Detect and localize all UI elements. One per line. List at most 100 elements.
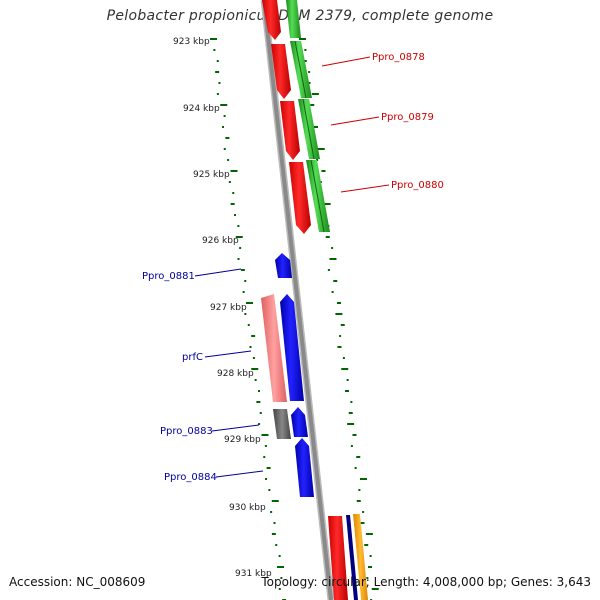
gene-label-ppro-0880[interactable]: Ppro_0880 [391,180,444,191]
gc-dot [360,478,367,480]
reverse-gene-track [261,294,291,439]
gene-block[interactable] [280,101,300,160]
gene-block[interactable] [271,44,291,99]
gene-block[interactable] [353,514,368,600]
gene-label-prfc[interactable]: prfC [182,352,203,363]
gc-dot [327,269,330,271]
gene-block[interactable] [275,253,292,278]
gc-dot [237,225,240,227]
gc-dot [249,346,252,348]
gc-dot [244,313,247,315]
gc-dot [270,511,273,513]
gc-dot [213,49,216,51]
gene-block[interactable] [273,409,291,439]
gc-dot [310,104,315,106]
gc-dot [230,203,235,205]
gc-dot [331,247,334,249]
gc-dot [273,522,276,524]
gc-dot [220,104,228,106]
gc-dot [223,148,226,150]
gc-dot [356,500,361,502]
gene-block[interactable] [280,294,304,401]
gc-dot [277,566,284,568]
gc-dot [275,544,278,546]
gc-dot [360,522,365,524]
gc-dot [335,313,343,315]
gc-dot [268,489,271,491]
gc-dot [366,577,369,579]
gc-dot [271,500,279,502]
gc-dot [333,280,338,282]
gc-dot [347,423,355,425]
gc-dot [223,115,226,117]
gc-dot [371,588,379,590]
gc-track-left [210,38,287,600]
gc-dot [356,456,361,458]
gc-dot [299,38,306,40]
gc-dot [331,291,334,293]
gene-divider [310,159,325,233]
tick-label: 928 kbp [217,369,254,379]
leader-lines [194,56,390,478]
gc-dot [280,577,283,579]
gc-dot [216,60,219,62]
gc-dot [228,181,231,183]
gc-dot [364,544,369,546]
gc-dot [352,434,357,436]
gc-dot [362,511,365,513]
gene-block[interactable] [350,515,361,600]
gc-dot [215,71,220,73]
gc-dot [264,445,267,447]
gene-block[interactable] [289,162,311,234]
gene-labels: Ppro_0878 Ppro_0879 Ppro_0880 Ppro_0881 … [142,52,444,483]
gc-dot [365,533,373,535]
tick-label: 929 kbp [224,435,261,445]
gene-label-ppro-0884[interactable]: Ppro_0884 [164,472,217,483]
topology-text: Topology: circular; Length: 4,008,000 bp… [261,575,591,589]
tick-label: 926 kbp [202,236,239,246]
gc-dot [368,566,372,568]
gc-dot [256,401,261,403]
gc-dot [246,302,253,304]
tick-label: 925 kbp [193,170,230,180]
gc-dot [345,390,349,392]
ticks: 923 kbp 924 kbp 925 kbp 926 kbp 927 kbp … [173,37,272,579]
gc-dot [321,170,326,172]
gc-dot [342,357,345,359]
forward-cds-track [262,0,348,600]
gc-dot [240,269,245,271]
gc-dot [263,456,266,458]
gc-dot [340,324,345,326]
gc-dot [304,49,307,51]
gc-dot [247,324,250,326]
gc-dot [329,258,337,260]
gene-block[interactable] [286,0,301,38]
gene-divider [294,40,307,99]
gc-dot [266,467,271,469]
gene-label-ppro-0881[interactable]: Ppro_0881 [142,271,195,282]
gene-block[interactable] [261,294,287,402]
gc-dot [369,555,372,557]
gc-dot [216,93,219,95]
gene-label-ppro-0883[interactable]: Ppro_0883 [160,426,213,437]
gene-label-ppro-0878[interactable]: Ppro_0878 [372,52,425,63]
gc-dot [337,346,342,348]
gc-dot [218,82,221,84]
gene-block[interactable] [295,438,314,497]
gc-dot [278,588,281,590]
tick-label: 930 kbp [229,503,266,513]
gc-dot [252,357,255,359]
gc-dot [339,335,342,337]
gc-dot [323,203,331,205]
backbone [262,0,333,600]
gene-label-ppro-0879[interactable]: Ppro_0879 [381,112,434,123]
gene-block[interactable] [262,0,281,40]
gc-dot [348,412,353,414]
gc-dot [311,93,319,95]
gc-dot [244,280,247,282]
gc-dot [230,170,238,172]
gc-dot [210,38,217,40]
gene-block[interactable] [291,407,308,437]
gene-block[interactable] [328,516,348,600]
